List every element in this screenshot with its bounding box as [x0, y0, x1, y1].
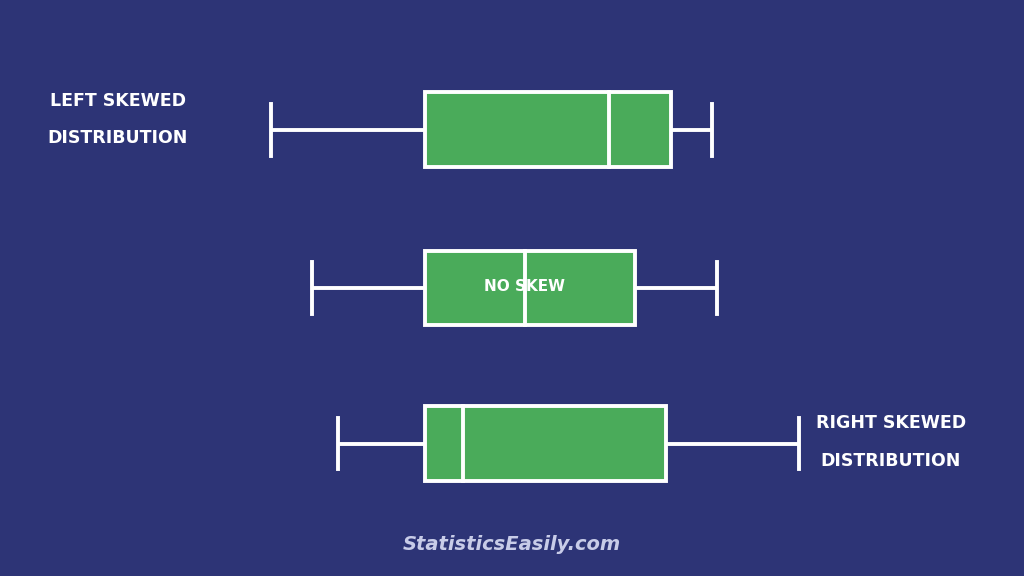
Bar: [425, 92, 671, 167]
Text: StatisticsEasily.com: StatisticsEasily.com: [402, 535, 622, 554]
Text: DISTRIBUTION: DISTRIBUTION: [47, 129, 188, 147]
Text: LEFT SKEWED: LEFT SKEWED: [50, 92, 185, 110]
Text: NO SKEW: NO SKEW: [483, 279, 565, 294]
Text: RIGHT SKEWED: RIGHT SKEWED: [816, 414, 966, 433]
Bar: [425, 406, 666, 481]
Text: DISTRIBUTION: DISTRIBUTION: [820, 452, 962, 470]
Bar: [425, 251, 635, 325]
